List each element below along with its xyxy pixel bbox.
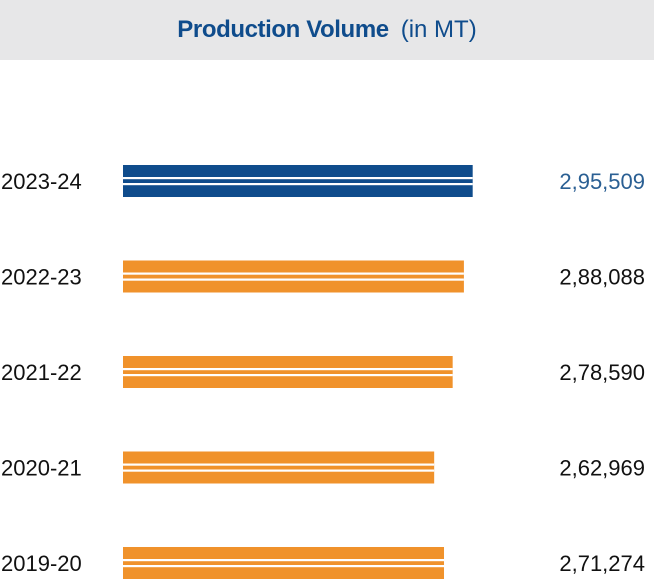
bar <box>123 356 453 388</box>
bar <box>123 451 435 484</box>
value-label: 2,71,274 <box>559 551 645 576</box>
value-label: 2,62,969 <box>559 456 645 481</box>
category-label: 2019-20 <box>1 551 82 576</box>
category-label: 2023-24 <box>1 169 82 194</box>
value-label: 2,78,590 <box>559 360 645 385</box>
category-label: 2021-22 <box>1 360 82 385</box>
chart-title: Production Volume <box>177 16 389 43</box>
bar <box>123 547 445 579</box>
value-label: 2,95,509 <box>559 169 645 194</box>
category-label: 2020-21 <box>1 456 82 481</box>
value-label: 2,88,088 <box>559 265 645 290</box>
bar <box>123 165 473 197</box>
chart-unit: (in MT) <box>400 16 477 43</box>
category-label: 2022-23 <box>1 265 82 290</box>
chart-header: Production Volume (in MT) <box>0 0 654 60</box>
bar <box>123 260 464 293</box>
